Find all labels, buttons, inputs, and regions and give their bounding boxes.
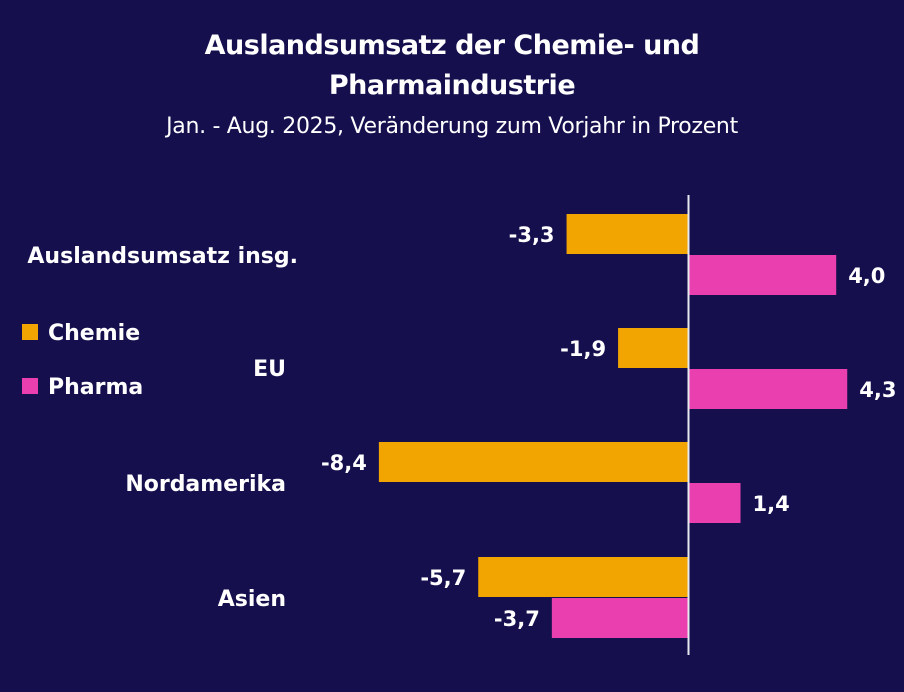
bar-chemie [378,442,688,482]
data-label: -3,7 [494,607,540,631]
bar-chemie [478,557,688,597]
chart-title-line-1: Auslandsumsatz der Chemie- und [204,30,700,61]
data-label: -8,4 [321,451,367,475]
category-label: Asien [218,587,286,612]
legend-swatch-chemie [22,324,38,340]
data-label: 4,3 [859,378,896,402]
legend-swatch-pharma [22,378,38,394]
bar-chemie [566,214,688,254]
category-label: Auslandsumsatz insg. [27,244,298,269]
legend-label-chemie: Chemie [48,321,140,346]
legend-label-pharma: Pharma [48,375,143,400]
data-label: -3,3 [509,223,555,247]
category-label: Nordamerika [125,472,286,497]
bar-chemie [618,328,688,368]
category-label: EU [253,357,286,382]
data-label: 4,0 [848,264,885,288]
bar-pharma [551,598,688,638]
bar-pharma [689,483,741,523]
bar-pharma [689,369,848,409]
bar-pharma [689,255,837,295]
data-label: 1,4 [753,492,790,516]
chart-title-line-2: Pharmaindustrie [328,70,576,101]
data-label: -5,7 [420,566,466,590]
chart-title: Auslandsumsatz der Chemie- und Pharmaind… [0,26,904,106]
chart-subtitle: Jan. - Aug. 2025, Veränderung zum Vorjah… [166,114,738,139]
data-label: -1,9 [560,337,606,361]
